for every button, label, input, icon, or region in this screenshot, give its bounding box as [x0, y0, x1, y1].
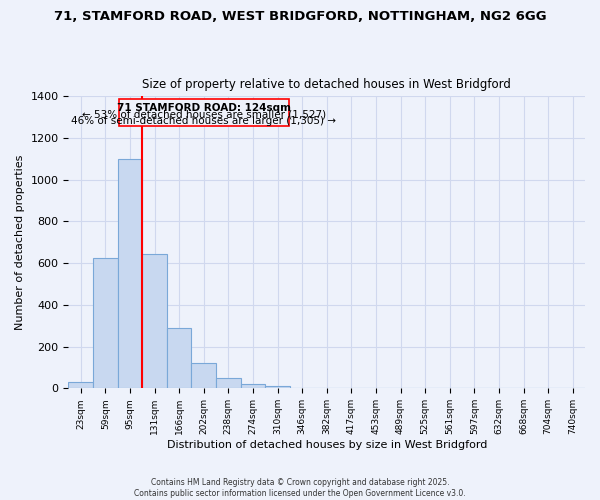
Bar	[241, 384, 265, 388]
Bar	[118, 159, 142, 388]
Title: Size of property relative to detached houses in West Bridgford: Size of property relative to detached ho…	[142, 78, 511, 91]
Bar	[93, 258, 118, 388]
Bar	[167, 328, 191, 388]
Bar	[216, 378, 241, 388]
Bar	[68, 382, 93, 388]
Text: 71, STAMFORD ROAD, WEST BRIDGFORD, NOTTINGHAM, NG2 6GG: 71, STAMFORD ROAD, WEST BRIDGFORD, NOTTI…	[53, 10, 547, 23]
X-axis label: Distribution of detached houses by size in West Bridgford: Distribution of detached houses by size …	[167, 440, 487, 450]
Y-axis label: Number of detached properties: Number of detached properties	[15, 154, 25, 330]
FancyBboxPatch shape	[119, 99, 289, 126]
Text: Contains HM Land Registry data © Crown copyright and database right 2025.
Contai: Contains HM Land Registry data © Crown c…	[134, 478, 466, 498]
Bar	[265, 386, 290, 388]
Bar	[142, 254, 167, 388]
Text: ← 53% of detached houses are smaller (1,527): ← 53% of detached houses are smaller (1,…	[82, 110, 326, 120]
Text: 46% of semi-detached houses are larger (1,305) →: 46% of semi-detached houses are larger (…	[71, 116, 336, 126]
Bar	[191, 364, 216, 388]
Text: 71 STAMFORD ROAD: 124sqm: 71 STAMFORD ROAD: 124sqm	[117, 102, 291, 113]
